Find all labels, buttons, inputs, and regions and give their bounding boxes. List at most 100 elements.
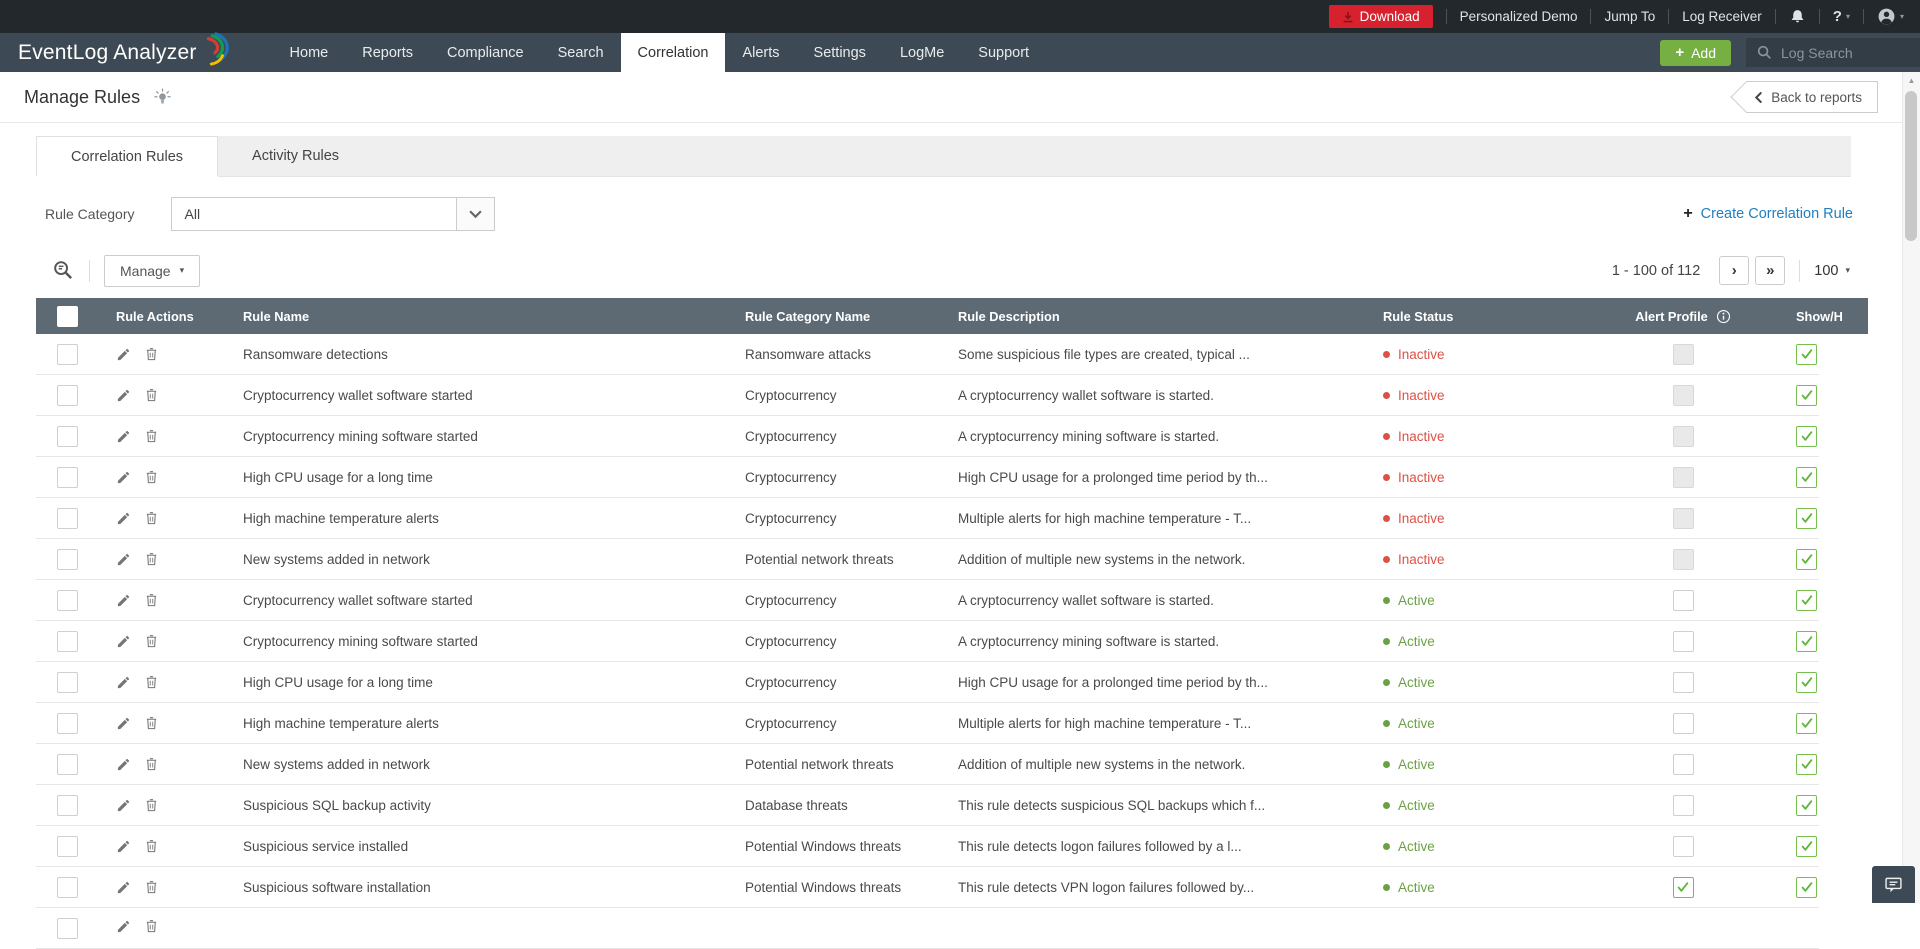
show-hide-checkbox[interactable] <box>1796 754 1817 775</box>
nav-item-compliance[interactable]: Compliance <box>430 33 541 72</box>
show-hide-checkbox[interactable] <box>1796 590 1817 611</box>
tab-activity-rules[interactable]: Activity Rules <box>218 136 373 176</box>
delete-icon[interactable] <box>144 879 159 895</box>
show-hide-checkbox[interactable] <box>1796 836 1817 857</box>
scrollbar-thumb[interactable] <box>1905 91 1917 241</box>
show-hide-checkbox[interactable] <box>1796 467 1817 488</box>
row-select-checkbox[interactable] <box>57 631 78 652</box>
tips-bulb-icon[interactable] <box>153 88 172 107</box>
create-correlation-rule-link[interactable]: + Create Correlation Rule <box>1683 205 1853 223</box>
show-hide-checkbox[interactable] <box>1796 385 1817 406</box>
delete-icon[interactable] <box>144 551 159 567</box>
row-select-checkbox[interactable] <box>57 836 78 857</box>
column-search-icon[interactable] <box>52 259 75 282</box>
topbar-link-jump-to[interactable]: Jump To <box>1604 9 1655 24</box>
column-header-status[interactable]: Rule Status <box>1370 309 1598 324</box>
scroll-up-icon[interactable]: ▲ <box>1903 72 1920 88</box>
topbar-link-personalized-demo[interactable]: Personalized Demo <box>1460 9 1578 24</box>
nav-item-reports[interactable]: Reports <box>345 33 430 72</box>
edit-icon[interactable] <box>116 880 131 895</box>
alert-profile-checkbox[interactable] <box>1673 795 1694 816</box>
edit-icon[interactable] <box>116 511 131 526</box>
edit-icon[interactable] <box>116 634 131 649</box>
nav-item-settings[interactable]: Settings <box>797 33 883 72</box>
tab-correlation-rules[interactable]: Correlation Rules <box>36 136 218 176</box>
chat-feedback-button[interactable] <box>1872 866 1915 903</box>
alert-profile-checkbox[interactable] <box>1673 672 1694 693</box>
delete-icon[interactable] <box>144 592 159 608</box>
user-menu[interactable]: ▾ <box>1877 7 1904 26</box>
edit-icon[interactable] <box>116 798 131 813</box>
nav-item-home[interactable]: Home <box>273 33 346 72</box>
row-select-checkbox[interactable] <box>57 672 78 693</box>
edit-icon[interactable] <box>116 429 131 444</box>
alert-profile-checkbox[interactable] <box>1673 836 1694 857</box>
edit-icon[interactable] <box>116 347 131 362</box>
edit-icon[interactable] <box>116 757 131 772</box>
delete-icon[interactable] <box>144 797 159 813</box>
show-hide-checkbox[interactable] <box>1796 508 1817 529</box>
show-hide-checkbox[interactable] <box>1796 672 1817 693</box>
edit-icon[interactable] <box>116 716 131 731</box>
edit-icon[interactable] <box>116 388 131 403</box>
edit-icon[interactable] <box>116 919 131 934</box>
delete-icon[interactable] <box>144 918 159 934</box>
alert-profile-checkbox[interactable] <box>1673 631 1694 652</box>
delete-icon[interactable] <box>144 838 159 854</box>
show-hide-checkbox[interactable] <box>1796 631 1817 652</box>
alert-profile-checkbox[interactable] <box>1673 877 1694 898</box>
nav-item-correlation[interactable]: Correlation <box>621 33 726 72</box>
show-hide-checkbox[interactable] <box>1796 795 1817 816</box>
row-select-checkbox[interactable] <box>57 877 78 898</box>
row-select-checkbox[interactable] <box>57 385 78 406</box>
edit-icon[interactable] <box>116 675 131 690</box>
info-icon[interactable] <box>1716 309 1731 324</box>
row-select-checkbox[interactable] <box>57 467 78 488</box>
topbar-link-log-receiver[interactable]: Log Receiver <box>1682 9 1762 24</box>
select-all-checkbox[interactable] <box>57 306 78 327</box>
log-search-box[interactable]: Log Search <box>1746 38 1920 67</box>
delete-icon[interactable] <box>144 715 159 731</box>
add-button[interactable]: + Add <box>1660 40 1731 66</box>
alert-profile-checkbox[interactable] <box>1673 713 1694 734</box>
show-hide-checkbox[interactable] <box>1796 877 1817 898</box>
last-page-button[interactable]: » <box>1755 256 1785 285</box>
page-size-dropdown[interactable]: 100 ▾ <box>1814 263 1850 279</box>
column-header-cat[interactable]: Rule Category Name <box>740 309 952 324</box>
manage-dropdown[interactable]: Manage ▾ <box>104 255 200 287</box>
show-hide-checkbox[interactable] <box>1796 713 1817 734</box>
column-header-show[interactable]: Show/H <box>1768 309 1868 324</box>
back-to-reports-button[interactable]: Back to reports <box>1746 81 1878 113</box>
row-select-checkbox[interactable] <box>57 918 78 939</box>
delete-icon[interactable] <box>144 469 159 485</box>
row-select-checkbox[interactable] <box>57 426 78 447</box>
row-select-checkbox[interactable] <box>57 344 78 365</box>
show-hide-checkbox[interactable] <box>1796 344 1817 365</box>
app-logo[interactable]: EventLog Analyzer <box>18 33 231 72</box>
edit-icon[interactable] <box>116 470 131 485</box>
delete-icon[interactable] <box>144 346 159 362</box>
edit-icon[interactable] <box>116 839 131 854</box>
nav-item-alerts[interactable]: Alerts <box>725 33 796 72</box>
column-header-alert[interactable]: Alert Profile <box>1598 309 1768 324</box>
show-hide-checkbox[interactable] <box>1796 549 1817 570</box>
nav-item-logme[interactable]: LogMe <box>883 33 961 72</box>
delete-icon[interactable] <box>144 510 159 526</box>
column-header-act[interactable]: Rule Actions <box>100 309 230 324</box>
delete-icon[interactable] <box>144 387 159 403</box>
nav-item-search[interactable]: Search <box>541 33 621 72</box>
alert-profile-checkbox[interactable] <box>1673 754 1694 775</box>
delete-icon[interactable] <box>144 674 159 690</box>
column-header-name[interactable]: Rule Name <box>230 309 740 324</box>
edit-icon[interactable] <box>116 552 131 567</box>
row-select-checkbox[interactable] <box>57 713 78 734</box>
delete-icon[interactable] <box>144 756 159 772</box>
help-menu[interactable]: ? ▾ <box>1833 8 1850 25</box>
notifications-button[interactable] <box>1789 8 1806 25</box>
vertical-scrollbar[interactable]: ▲ <box>1902 72 1920 903</box>
next-page-button[interactable]: › <box>1719 256 1749 285</box>
delete-icon[interactable] <box>144 633 159 649</box>
nav-item-support[interactable]: Support <box>961 33 1046 72</box>
delete-icon[interactable] <box>144 428 159 444</box>
edit-icon[interactable] <box>116 593 131 608</box>
